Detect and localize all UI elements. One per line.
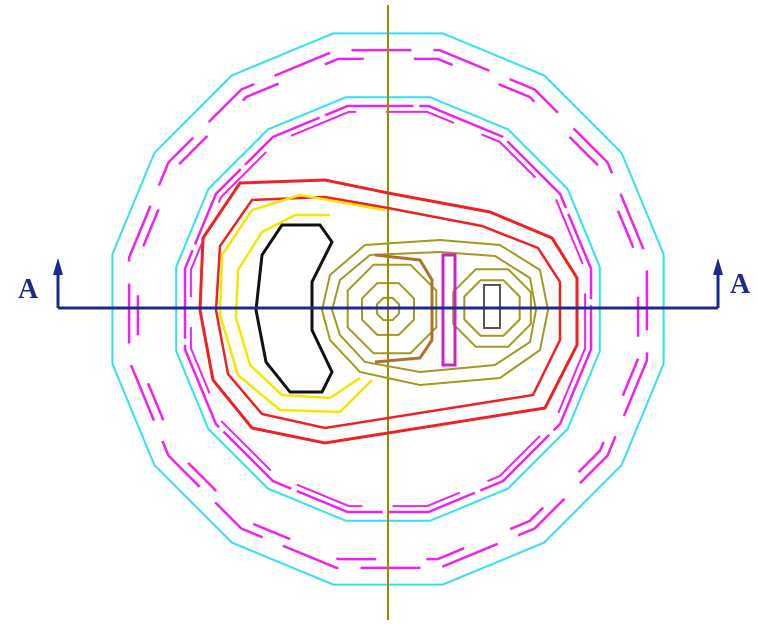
arrow-head-right (713, 258, 723, 275)
magenta-inner (183, 104, 593, 514)
black-outline (254, 223, 334, 394)
olive-hull (320, 238, 550, 387)
olive-octagon-right-inner (463, 279, 521, 337)
olive-octagon-right (452, 268, 532, 348)
magenta-bracket (441, 253, 457, 367)
olive-hull-inner (330, 250, 538, 374)
magenta-dashed-outer (127, 48, 649, 570)
olive-octagon-mid (346, 263, 438, 355)
section-label: A (730, 269, 751, 300)
cyan-outline-outer (111, 32, 665, 586)
magenta-inner (189, 110, 587, 508)
yellow-outline (218, 193, 386, 414)
section-label: A (18, 274, 39, 305)
olive-circle (375, 296, 401, 322)
cyan-outline-inner (175, 96, 601, 522)
olive-octagon (361, 282, 415, 336)
yellow-outline-inner (234, 213, 361, 400)
arrow-head-left (53, 258, 63, 275)
red-outline-outer (198, 178, 579, 445)
red-outline-inner (214, 195, 562, 430)
brown-outline (374, 253, 434, 364)
